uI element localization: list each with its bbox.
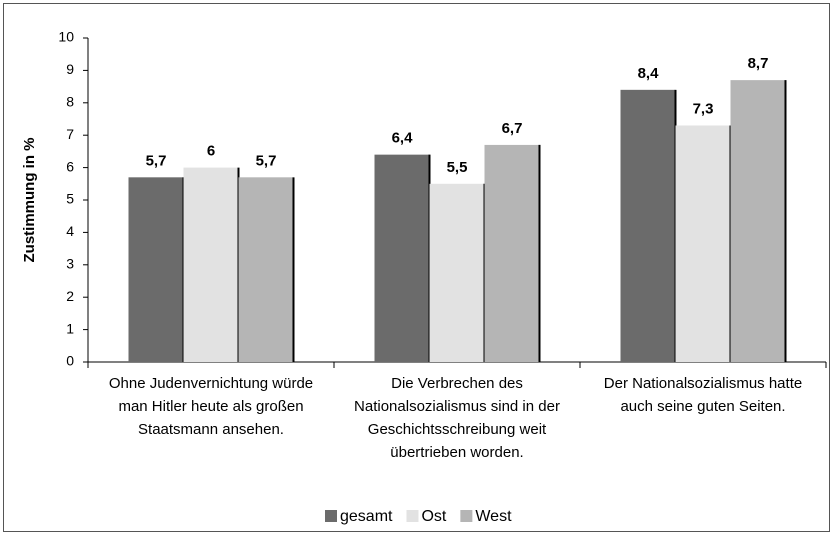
data-label: 6,7: [502, 120, 523, 137]
y-tick-label: 2: [66, 288, 74, 304]
x-tick-label: Der Nationalsozialismus hatte auch seine…: [603, 375, 803, 415]
data-label: 8,4: [638, 65, 660, 82]
legend-swatch: [406, 510, 419, 522]
data-label: 5,5: [447, 159, 468, 176]
x-tick-label: Die Verbrechen des Nationalsozialismus s…: [354, 375, 560, 461]
data-label: 8,7: [748, 55, 769, 72]
bar: [374, 154, 430, 362]
legend-label: West: [475, 508, 512, 525]
legend-swatch: [460, 510, 473, 522]
legend-swatch: [325, 510, 337, 522]
bar: [484, 144, 540, 362]
bar: [128, 177, 184, 362]
bar: [183, 167, 239, 362]
y-tick-label: 1: [66, 320, 74, 336]
x-tick-label: Ohne Judenvernichtung würde man Hitler h…: [108, 375, 314, 438]
y-axis-title: Zustimmung in %: [21, 138, 38, 263]
legend-label: Ost: [421, 508, 446, 525]
y-tick-label: 7: [66, 126, 74, 142]
bar: [730, 80, 786, 363]
y-tick-label: 10: [58, 29, 74, 45]
y-tick-label: 4: [66, 223, 74, 239]
data-label: 6: [207, 143, 215, 160]
bar: [429, 183, 485, 362]
bar: [675, 125, 731, 362]
data-label: 6,4: [392, 130, 414, 147]
data-label: 7,3: [693, 100, 714, 117]
y-tick-label: 0: [66, 353, 74, 369]
bar: [620, 89, 676, 362]
y-tick-label: 3: [66, 256, 74, 272]
data-label: 5,7: [146, 152, 167, 169]
y-tick-label: 8: [66, 94, 74, 110]
data-label: 5,7: [256, 152, 277, 169]
y-tick-label: 6: [66, 158, 74, 174]
y-tick-label: 9: [66, 61, 74, 77]
bar: [238, 177, 294, 362]
y-tick-label: 5: [66, 191, 74, 207]
legend-label: gesamt: [340, 508, 393, 525]
